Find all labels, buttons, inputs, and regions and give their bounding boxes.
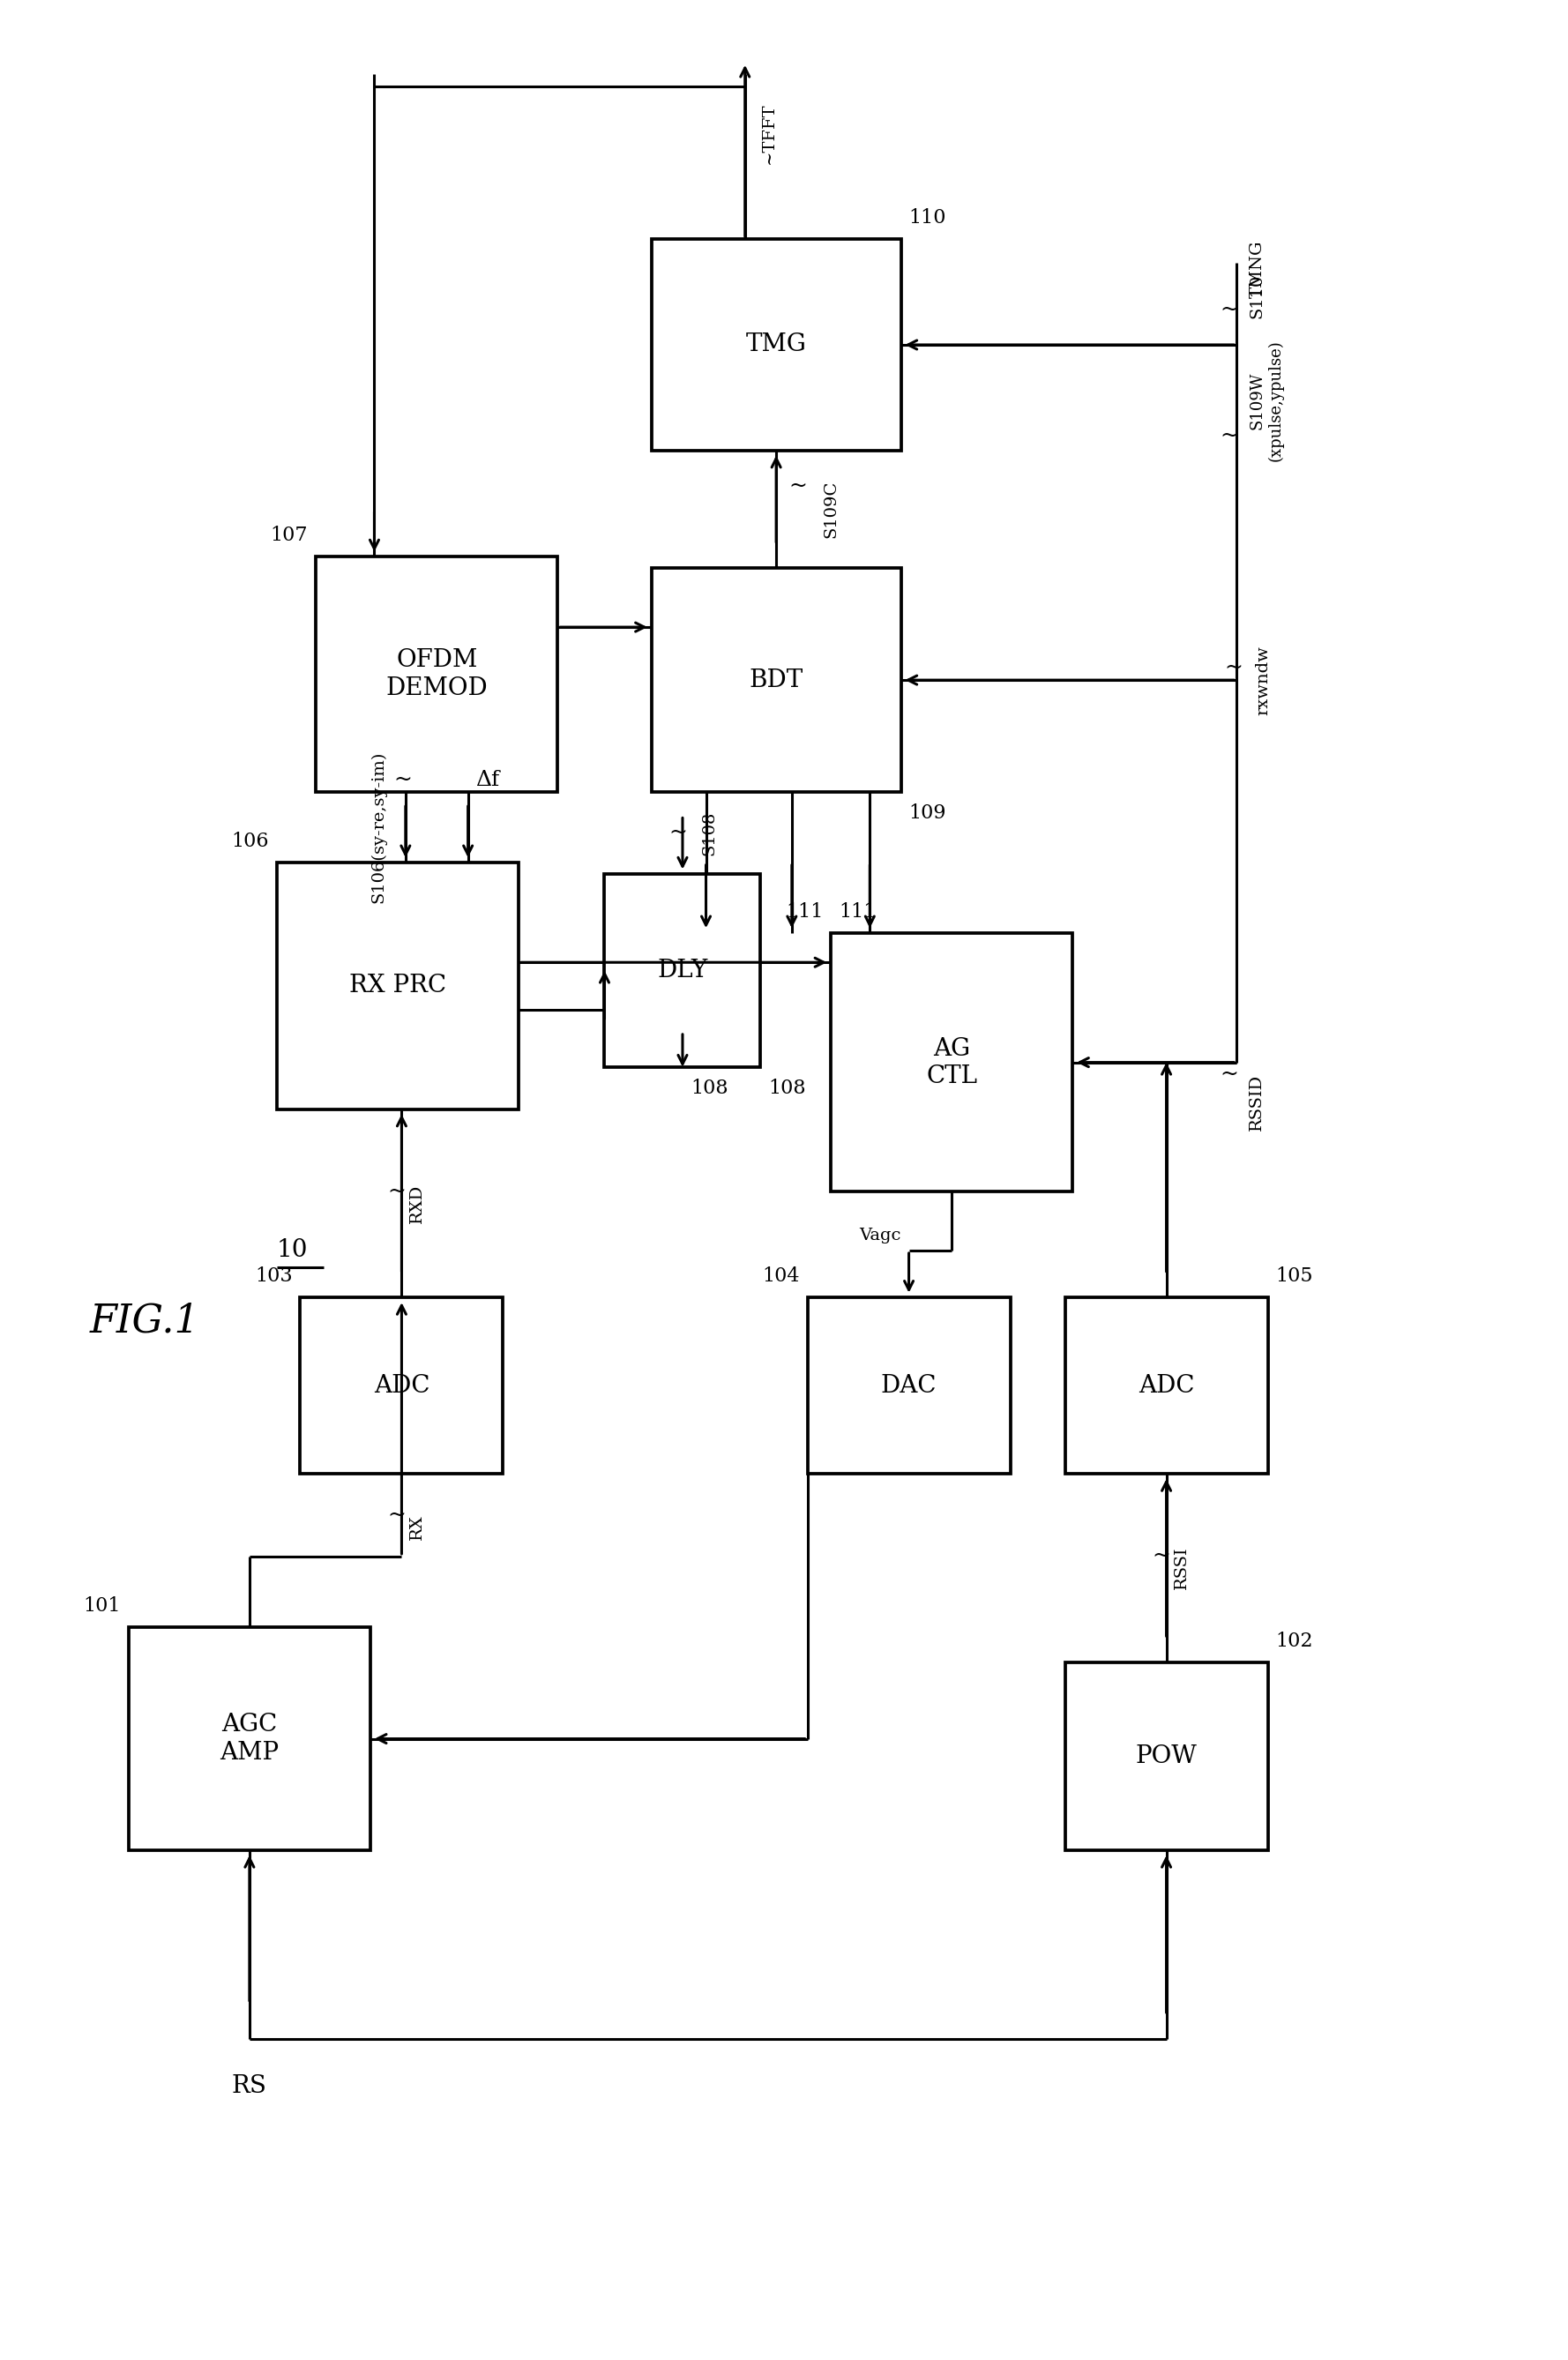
Text: RSSID: RSSID	[1250, 1074, 1265, 1130]
Text: ADC: ADC	[373, 1374, 430, 1397]
Text: TMG: TMG	[746, 333, 806, 356]
Text: OFDM
DEMOD: OFDM DEMOD	[386, 649, 488, 701]
Text: rxwndw: rxwndw	[1256, 644, 1272, 715]
Bar	[278, 861, 519, 1109]
Text: DLY: DLY	[657, 958, 707, 982]
Text: S110: S110	[1250, 274, 1265, 319]
Text: RX: RX	[409, 1515, 425, 1539]
Text: ~: ~	[1220, 1064, 1239, 1083]
Text: 109: 109	[909, 802, 947, 824]
Text: 111: 111	[839, 902, 877, 920]
Bar	[808, 1298, 1010, 1475]
Text: 101: 101	[83, 1595, 121, 1614]
Text: RSSI: RSSI	[1174, 1546, 1190, 1591]
Text: 10: 10	[278, 1239, 307, 1263]
Text: S108: S108	[701, 812, 717, 854]
Text: S106(sy-re,sy-im): S106(sy-re,sy-im)	[370, 750, 387, 904]
Text: 102: 102	[1276, 1631, 1312, 1650]
Text: ADC: ADC	[1138, 1374, 1195, 1397]
Text: DAC: DAC	[881, 1374, 936, 1397]
Text: FIG.1: FIG.1	[89, 1303, 199, 1340]
Bar	[1065, 1298, 1269, 1475]
Text: S109W
(xpulse,ypulse): S109W (xpulse,ypulse)	[1250, 340, 1284, 463]
Text: ~: ~	[387, 1182, 406, 1201]
Text: ~: ~	[1220, 300, 1239, 319]
Text: ~: ~	[668, 824, 687, 843]
Bar	[605, 873, 760, 1067]
Text: RX PRC: RX PRC	[350, 975, 447, 998]
Text: RS: RS	[232, 2074, 267, 2098]
Bar	[315, 557, 558, 793]
Text: 105: 105	[1276, 1267, 1312, 1286]
Text: 104: 104	[762, 1267, 800, 1286]
Text: 110: 110	[909, 208, 947, 227]
Text: ~: ~	[1225, 658, 1243, 677]
Bar	[129, 1626, 370, 1850]
Bar	[651, 238, 902, 451]
Text: POW: POW	[1135, 1744, 1198, 1768]
Bar	[651, 569, 902, 793]
Text: ~TFFT: ~TFFT	[760, 101, 776, 163]
Bar	[299, 1298, 503, 1475]
Text: 108: 108	[768, 1079, 806, 1097]
Bar	[831, 932, 1073, 1192]
Text: 108: 108	[690, 1079, 728, 1097]
Text: 103: 103	[256, 1267, 292, 1286]
Text: 111: 111	[786, 902, 823, 920]
Text: Vagc: Vagc	[859, 1227, 902, 1244]
Text: 106: 106	[232, 831, 270, 850]
Text: ~: ~	[387, 1506, 406, 1525]
Text: TMNG: TMNG	[1250, 241, 1265, 297]
Text: RXD: RXD	[409, 1185, 425, 1222]
Text: ~: ~	[1220, 425, 1239, 446]
Text: ~: ~	[789, 477, 808, 496]
Text: AG
CTL: AG CTL	[927, 1036, 977, 1088]
Text: AGC
AMP: AGC AMP	[220, 1713, 279, 1765]
Text: ~: ~	[394, 769, 412, 791]
Text: BDT: BDT	[750, 668, 803, 691]
Text: 107: 107	[271, 526, 307, 545]
Text: Δf: Δf	[475, 769, 500, 791]
Bar	[1065, 1661, 1269, 1850]
Text: S109C: S109C	[823, 481, 839, 538]
Text: ~: ~	[1152, 1546, 1171, 1567]
